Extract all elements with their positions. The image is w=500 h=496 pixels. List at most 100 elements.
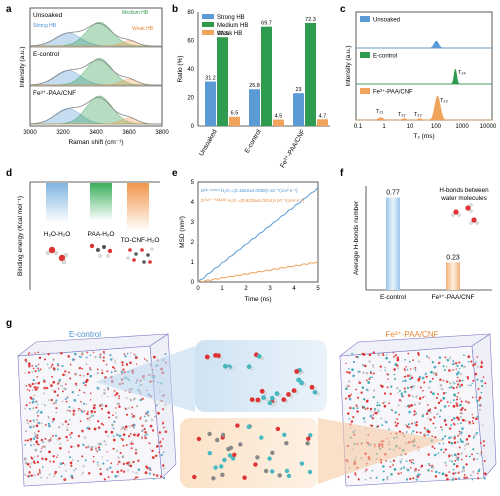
- sim-atom: [405, 460, 408, 463]
- zoom-atom: [216, 353, 221, 358]
- sim-atom: [350, 393, 352, 396]
- sim-atom: [135, 405, 139, 408]
- sim-atom: [135, 471, 138, 475]
- sim-atom: [58, 437, 61, 440]
- sim-atom: [427, 468, 430, 472]
- sim-atom: [56, 394, 59, 397]
- sim-atom: [417, 352, 420, 355]
- sim-atom: [470, 360, 473, 363]
- sim-atom: [42, 441, 45, 444]
- f-data-label: 0.23: [446, 254, 460, 261]
- sim-atom: [356, 410, 359, 413]
- sim-atom: [415, 421, 418, 424]
- sim-atom: [116, 463, 119, 465]
- sim-atom: [387, 378, 389, 380]
- sim-atom: [354, 472, 357, 475]
- sim-atom: [82, 471, 84, 474]
- sim-atom: [449, 381, 452, 385]
- sim-atom: [82, 402, 85, 405]
- sim-atom: [96, 386, 100, 390]
- zoom-atom: [313, 387, 317, 391]
- raman-envelope-2: [29, 97, 162, 125]
- panel-e: D²ᵉ⁻ᶜᵒⁿᵗʳᵒˡ H₂O =(3.1562±0.0068)×10⁻⁵(cm…: [179, 180, 320, 303]
- sim-atom: [28, 407, 32, 410]
- sim-atom: [151, 449, 154, 453]
- d-bar-paa: [90, 183, 112, 221]
- sim-atom: [57, 380, 61, 383]
- sim-atom: [460, 440, 463, 443]
- sim-atom: [151, 429, 155, 432]
- sim-atom: [96, 450, 99, 453]
- sim-atom: [364, 421, 366, 423]
- sim-atom: [48, 382, 51, 385]
- sim-atom: [434, 470, 438, 474]
- sim-atom: [34, 400, 38, 403]
- sim-atom: [483, 444, 485, 447]
- e-ytick: 1: [191, 260, 195, 266]
- sim-atom: [97, 426, 101, 430]
- sim-atom: [62, 462, 65, 465]
- sim-atom: [413, 403, 417, 407]
- sim-atom: [164, 403, 167, 406]
- sim-atom: [137, 459, 140, 462]
- c-peaks: [356, 40, 492, 121]
- sim-atom: [145, 433, 148, 436]
- sim-atom: [41, 466, 44, 468]
- sim-atom: [407, 352, 410, 355]
- raman-sample-2: Fe³⁺-PAA/CNF: [33, 90, 76, 97]
- sim-atom: [423, 427, 426, 430]
- sim-atom: [125, 444, 128, 447]
- sim-atom: [383, 401, 386, 404]
- c-series-1: E-control: [373, 54, 397, 60]
- sim-atom: [445, 464, 447, 467]
- sim-atom: [121, 426, 125, 429]
- sim-atom: [440, 426, 443, 429]
- sim-atom: [55, 399, 58, 402]
- sim-atom: [484, 382, 487, 385]
- sim-atom: [52, 474, 56, 478]
- sim-atom: [42, 351, 44, 354]
- sim-atom: [458, 471, 460, 474]
- sim-atom: [29, 396, 32, 399]
- sim-atom: [414, 366, 417, 369]
- sim-atom: [37, 369, 40, 372]
- sim-atom: [44, 424, 47, 426]
- sim-atom: [128, 435, 131, 438]
- sim-atom: [102, 423, 105, 426]
- sim-atom: [410, 404, 413, 407]
- sim-atom: [39, 472, 42, 475]
- sim-atom: [428, 409, 431, 412]
- sim-atom: [427, 430, 431, 434]
- c-swatch-0: [360, 16, 370, 22]
- sim-atom: [101, 455, 104, 458]
- sim-atom: [461, 458, 463, 461]
- sim-atom: [392, 351, 394, 354]
- e-xtick: 0: [196, 286, 200, 292]
- sim-atom: [119, 451, 122, 455]
- sim-atom: [51, 375, 54, 378]
- panel-label-b: b: [172, 4, 178, 15]
- sim-atom: [67, 355, 71, 358]
- sim-atom: [440, 387, 444, 391]
- sim-atom: [453, 463, 456, 466]
- sim-atom: [452, 404, 456, 408]
- sim-atom: [460, 431, 463, 434]
- sim-atom: [90, 445, 94, 449]
- zoom-atom: [294, 369, 300, 374]
- sim-atom: [150, 418, 154, 422]
- sim-atom: [84, 384, 87, 387]
- sim-atom: [456, 422, 459, 425]
- sim-atom: [418, 469, 420, 472]
- sim-atom: [31, 400, 35, 404]
- sim-atom: [412, 459, 414, 461]
- sim-atom: [368, 360, 371, 363]
- sim-atom: [24, 439, 27, 442]
- zoom-atom: [226, 366, 230, 370]
- zoom-atom: [230, 456, 236, 461]
- d-ylabel: Binding energy (Kcal mol⁻¹): [17, 196, 24, 276]
- sim-atom: [404, 358, 406, 361]
- sim-atom: [43, 380, 46, 383]
- sim-atom: [72, 407, 74, 409]
- zoom-atom: [207, 431, 212, 437]
- c-t2-curve-1: [356, 68, 492, 85]
